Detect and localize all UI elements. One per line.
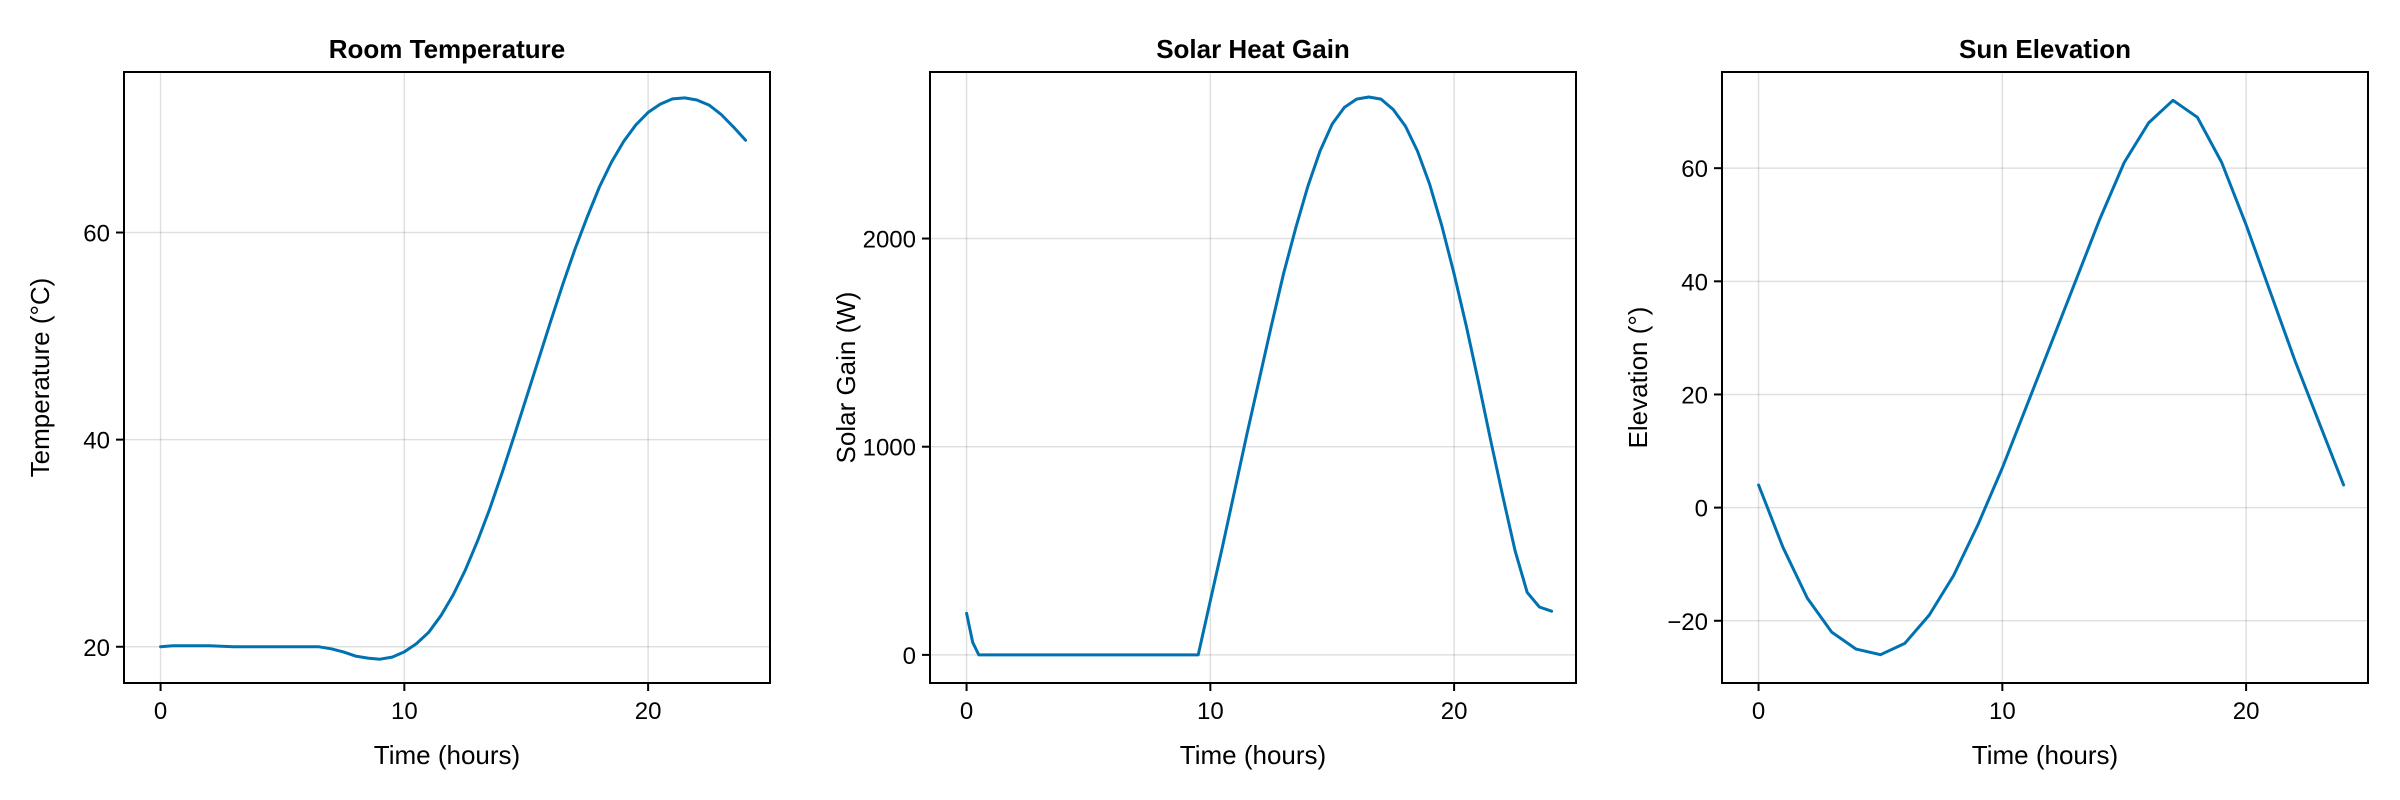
y-tick-label: 40 [83, 428, 110, 455]
y-tick-label: 60 [83, 221, 110, 248]
solar-heat-gain-panel: Solar Heat Gain Time (hours) Solar Gain … [831, 34, 1577, 770]
y-tick-label: 0 [903, 643, 916, 670]
x-tick-label: 10 [391, 698, 418, 725]
y-tick-label: −20 [1667, 609, 1708, 636]
y-tick-label: 20 [83, 635, 110, 662]
plot-frame [929, 71, 1577, 684]
x-tick-label: 20 [2233, 698, 2260, 725]
plot-frame [1721, 71, 2369, 684]
y-axis-label: Solar Gain (W) [831, 292, 861, 464]
x-axis-label: Time (hours) [1180, 740, 1326, 770]
x-tick-label: 20 [1441, 698, 1468, 725]
data-line [1757, 98, 2346, 657]
x-tick-label: 10 [1197, 698, 1224, 725]
x-axis-label: Time (hours) [1972, 740, 2118, 770]
y-tick-label: 2000 [863, 227, 916, 254]
data-line [159, 96, 748, 661]
x-tick-label: 20 [635, 698, 662, 725]
chart-title: Room Temperature [329, 34, 565, 64]
plot-frame [123, 71, 771, 684]
x-tick-label: 0 [1752, 698, 1765, 725]
y-tick-label: 1000 [863, 435, 916, 462]
y-axis-label: Elevation (°) [1623, 307, 1653, 449]
room-temperature-panel: Room Temperature Time (hours) Temperatur… [25, 34, 771, 770]
sun-elevation-panel: Sun Elevation Time (hours) Elevation (°)… [1623, 34, 2369, 770]
y-tick-label: 40 [1681, 269, 1708, 296]
x-tick-label: 0 [154, 698, 167, 725]
x-tick-label: 10 [1989, 698, 2016, 725]
y-tick-label: 0 [1695, 496, 1708, 523]
y-tick-label: 20 [1681, 382, 1708, 409]
x-axis-label: Time (hours) [374, 740, 520, 770]
x-tick-label: 0 [960, 698, 973, 725]
chart-title: Sun Elevation [1959, 34, 2131, 64]
y-axis-label: Temperature (°C) [25, 278, 55, 478]
y-tick-label: 60 [1681, 156, 1708, 183]
chart-title: Solar Heat Gain [1156, 34, 1350, 64]
data-line [965, 95, 1554, 657]
